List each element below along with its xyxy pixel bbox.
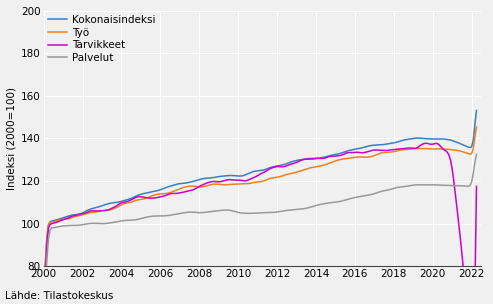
Palvelut — [391, 187, 397, 190]
Kokonaisindeksi — [474, 109, 480, 112]
Legend: Kokonaisindeksi, Työ, Tarvikkeet, Palvelut: Kokonaisindeksi, Työ, Tarvikkeet, Palvel… — [46, 13, 157, 65]
Palvelut — [41, 302, 47, 304]
Työ — [269, 176, 275, 180]
Työ — [186, 185, 192, 188]
Line: Palvelut: Palvelut — [44, 154, 477, 304]
Tarvikkeet — [474, 185, 480, 188]
Tarvikkeet — [391, 148, 397, 151]
Line: Tarvikkeet: Tarvikkeet — [44, 143, 477, 304]
Kokonaisindeksi — [41, 288, 47, 292]
Tarvikkeet — [305, 157, 311, 161]
Tarvikkeet — [143, 196, 149, 199]
Text: Lähde: Tilastokeskus: Lähde: Tilastokeskus — [5, 291, 113, 301]
Line: Kokonaisindeksi: Kokonaisindeksi — [44, 111, 477, 290]
Työ — [305, 167, 311, 170]
Työ — [474, 125, 480, 129]
Palvelut — [305, 206, 311, 210]
Kokonaisindeksi — [269, 165, 275, 169]
Line: Työ: Työ — [44, 127, 477, 290]
Palvelut — [76, 223, 82, 227]
Kokonaisindeksi — [76, 212, 82, 216]
Tarvikkeet — [269, 166, 275, 170]
Työ — [76, 214, 82, 217]
Tarvikkeet — [76, 213, 82, 216]
Työ — [41, 288, 47, 292]
Tarvikkeet — [423, 141, 429, 145]
Palvelut — [143, 216, 149, 219]
Kokonaisindeksi — [391, 141, 397, 145]
Kokonaisindeksi — [143, 191, 149, 195]
Palvelut — [186, 210, 192, 214]
Y-axis label: Indeksi (2000=100): Indeksi (2000=100) — [7, 87, 17, 190]
Työ — [391, 150, 397, 154]
Kokonaisindeksi — [186, 180, 192, 184]
Tarvikkeet — [186, 189, 192, 192]
Palvelut — [474, 153, 480, 156]
Palvelut — [269, 211, 275, 214]
Työ — [143, 197, 149, 200]
Kokonaisindeksi — [305, 157, 311, 161]
